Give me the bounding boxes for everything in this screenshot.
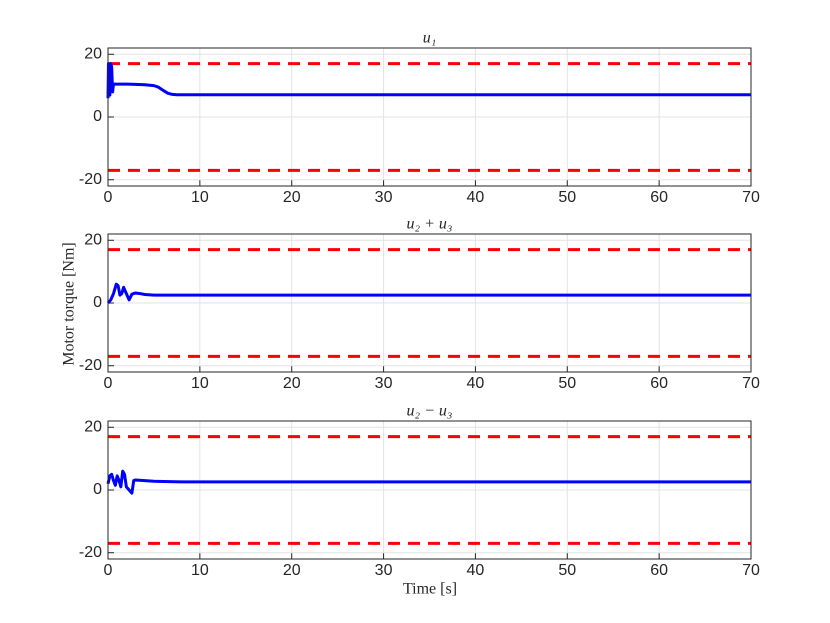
data-line bbox=[106, 469, 751, 495]
x-tick-label: 60 bbox=[650, 562, 668, 579]
y-tick-label: 20 bbox=[84, 418, 102, 435]
x-tick-label: 10 bbox=[191, 375, 209, 392]
y-tick-label: 0 bbox=[93, 108, 102, 125]
y-axis-label: Motor torque [Nm] bbox=[61, 242, 78, 366]
x-tick-label: 20 bbox=[283, 189, 301, 206]
x-tick-label: 0 bbox=[104, 375, 113, 392]
x-tick-label: 20 bbox=[283, 562, 301, 579]
x-tick-label: 20 bbox=[283, 375, 301, 392]
chart-title: u₂ − u₃ bbox=[407, 403, 453, 420]
y-tick-label: 0 bbox=[93, 481, 102, 498]
x-tick-label: 60 bbox=[650, 189, 668, 206]
y-tick-label: -20 bbox=[79, 171, 102, 188]
x-tick-label: 0 bbox=[104, 562, 113, 579]
axes-box bbox=[107, 233, 752, 373]
x-tick-label: 70 bbox=[742, 189, 760, 206]
x-tick-label: 10 bbox=[191, 562, 209, 579]
chart-title: u₂ + u₃ bbox=[407, 216, 453, 233]
data-line bbox=[106, 62, 751, 99]
y-tick-label: 20 bbox=[84, 45, 102, 62]
x-axis-label: Time [s] bbox=[403, 581, 457, 598]
x-tick-label: 50 bbox=[558, 562, 576, 579]
y-tick-label: -20 bbox=[79, 544, 102, 561]
x-tick-label: 50 bbox=[558, 375, 576, 392]
x-tick-label: 60 bbox=[650, 375, 668, 392]
axes-box bbox=[107, 420, 752, 560]
x-tick-label: 40 bbox=[467, 562, 485, 579]
x-tick-label: 10 bbox=[191, 189, 209, 206]
y-tick-label: 20 bbox=[84, 231, 102, 248]
x-tick-label: 70 bbox=[742, 562, 760, 579]
x-tick-label: 40 bbox=[467, 375, 485, 392]
x-tick-label: 30 bbox=[375, 562, 393, 579]
y-tick-label: 0 bbox=[93, 294, 102, 311]
x-tick-label: 0 bbox=[104, 189, 113, 206]
axes-box bbox=[107, 47, 752, 187]
x-tick-label: 70 bbox=[742, 375, 760, 392]
x-tick-label: 30 bbox=[375, 375, 393, 392]
x-tick-label: 40 bbox=[467, 189, 485, 206]
chart-title: u₁ bbox=[423, 30, 437, 47]
x-tick-label: 30 bbox=[375, 189, 393, 206]
data-line bbox=[106, 282, 751, 304]
x-tick-label: 50 bbox=[558, 189, 576, 206]
y-tick-label: -20 bbox=[79, 357, 102, 374]
